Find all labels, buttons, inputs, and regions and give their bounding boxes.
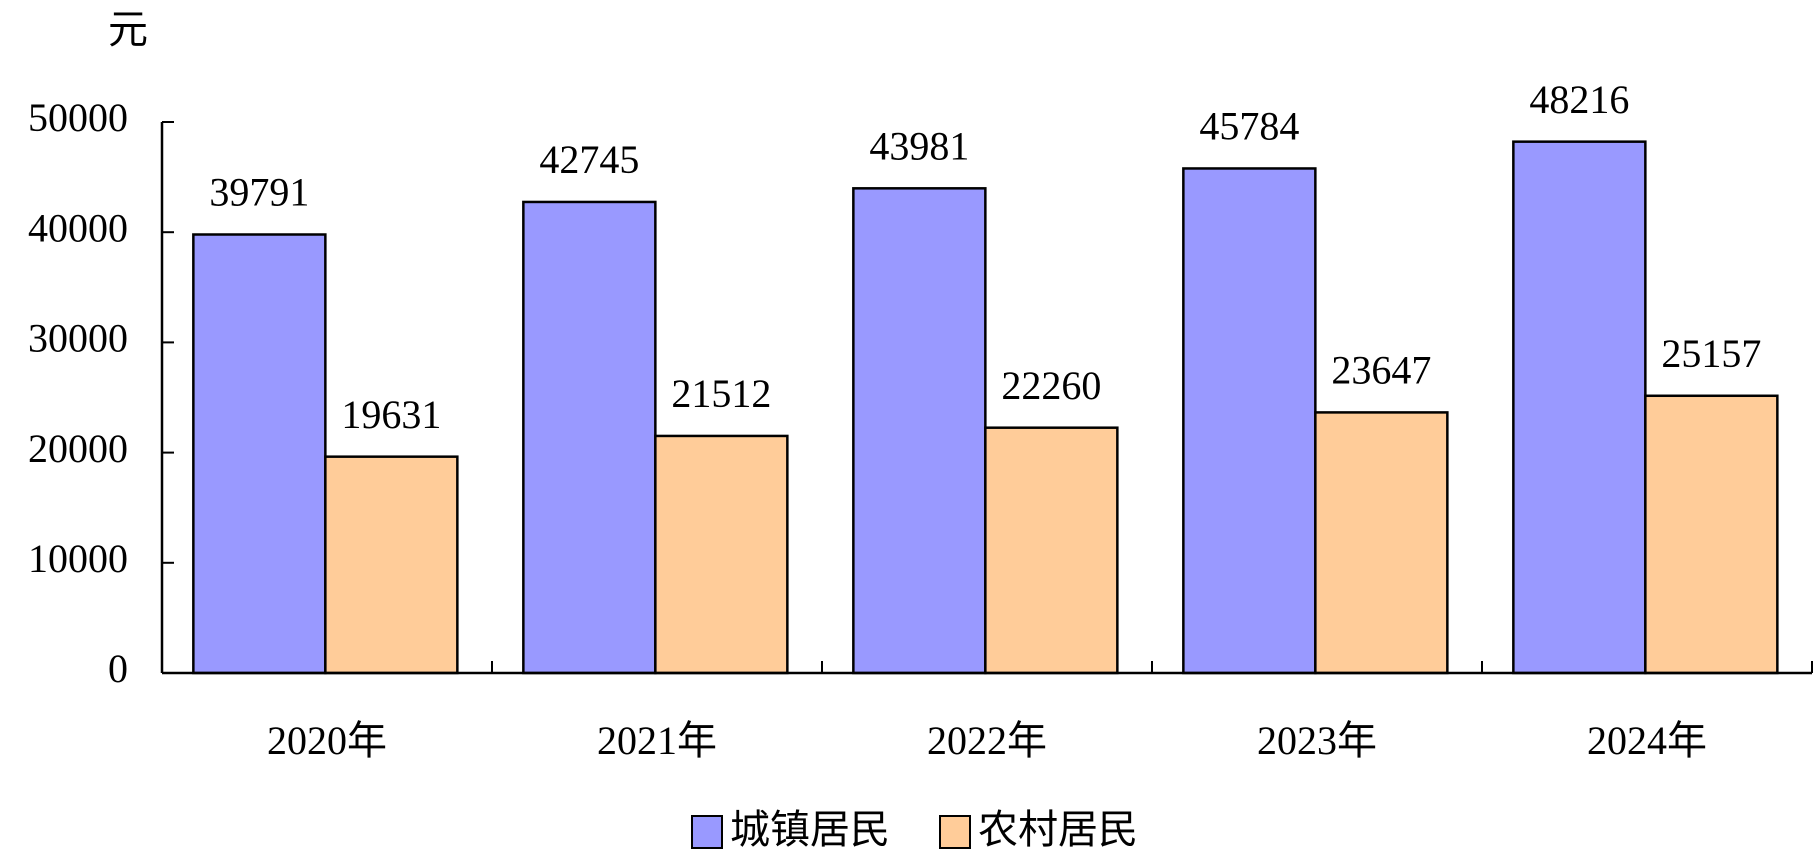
bar bbox=[984, 426, 1119, 675]
y-tick-label: 30000 bbox=[28, 316, 128, 361]
x-tick-label: 2021年 bbox=[597, 718, 717, 763]
legend-label: 农村居民 bbox=[978, 807, 1138, 852]
bar bbox=[852, 187, 987, 675]
legend-swatch bbox=[691, 815, 723, 849]
y-tick-label: 10000 bbox=[28, 536, 128, 581]
data-label: 48216 bbox=[1529, 77, 1629, 122]
data-label: 22260 bbox=[1001, 363, 1101, 408]
bar bbox=[1314, 411, 1449, 675]
data-label: 45784 bbox=[1199, 104, 1299, 149]
bar bbox=[1182, 167, 1317, 675]
bar bbox=[1512, 140, 1647, 675]
bar bbox=[522, 200, 657, 675]
y-tick-label: 50000 bbox=[28, 95, 128, 140]
y-axis-label: 元 bbox=[108, 7, 148, 52]
bar bbox=[1644, 394, 1779, 675]
bar bbox=[192, 233, 327, 675]
x-tick-label: 2020年 bbox=[267, 718, 387, 763]
data-label: 19631 bbox=[341, 392, 441, 437]
x-tick-label: 2024年 bbox=[1587, 718, 1707, 763]
data-label: 39791 bbox=[209, 170, 309, 215]
y-tick-label: 40000 bbox=[28, 205, 128, 250]
data-label: 21512 bbox=[671, 371, 771, 416]
x-tick-label: 2023年 bbox=[1257, 718, 1377, 763]
data-label: 25157 bbox=[1661, 331, 1761, 376]
legend-swatch bbox=[939, 815, 971, 849]
legend-label: 城镇居民 bbox=[730, 807, 890, 852]
bar bbox=[324, 455, 459, 675]
data-label: 43981 bbox=[869, 124, 969, 169]
y-tick-label: 20000 bbox=[28, 426, 128, 471]
bar bbox=[654, 434, 789, 675]
x-tick-label: 2022年 bbox=[927, 718, 1047, 763]
data-label: 23647 bbox=[1331, 348, 1431, 393]
y-tick-label: 0 bbox=[108, 646, 128, 691]
data-label: 42745 bbox=[539, 137, 639, 182]
